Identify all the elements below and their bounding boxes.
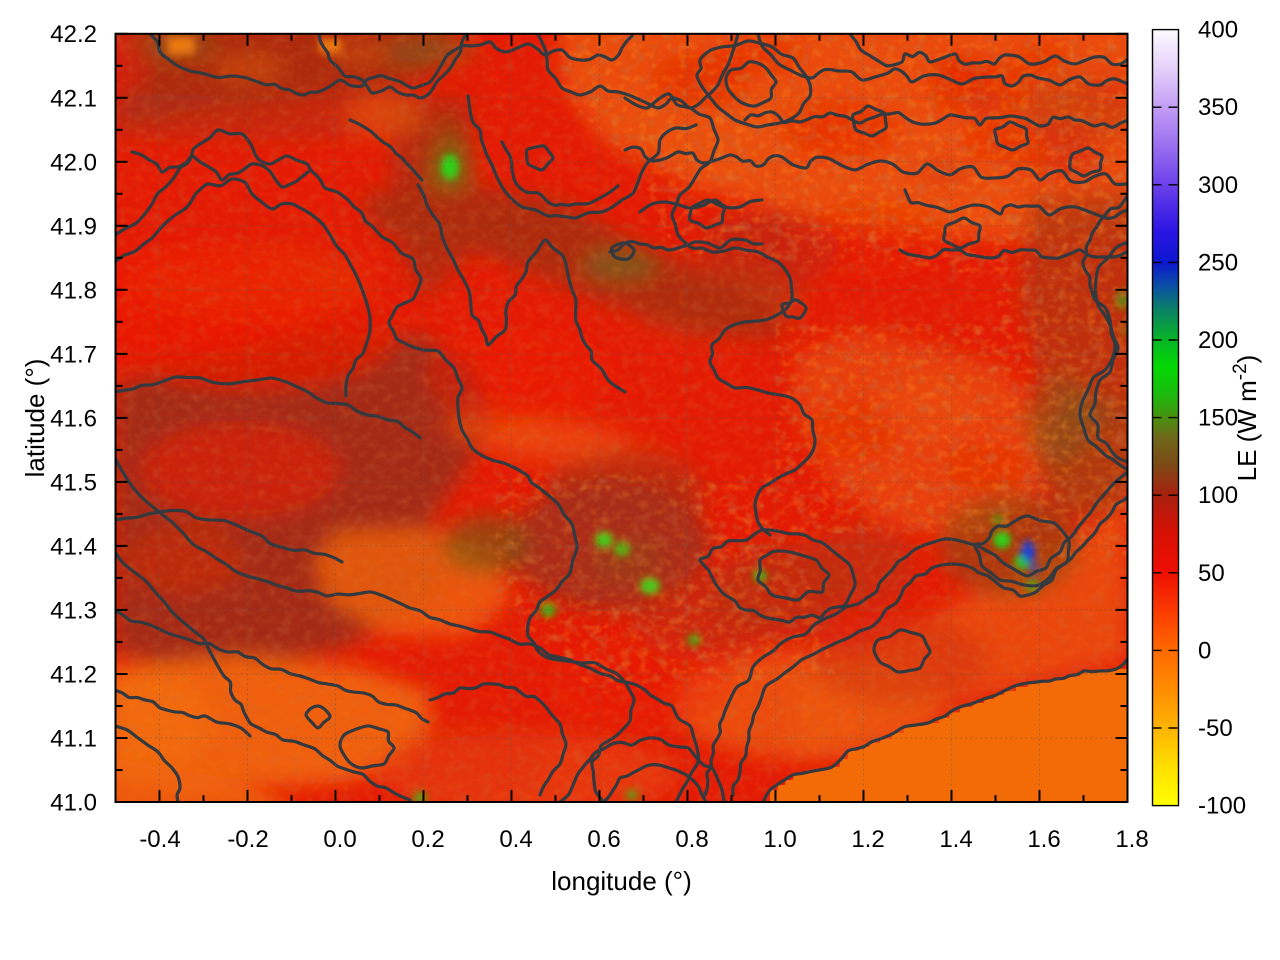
svg-text:41.7: 41.7 [50,341,97,368]
svg-text:42.0: 42.0 [50,149,97,176]
svg-text:1.2: 1.2 [851,826,884,853]
svg-text:42.1: 42.1 [50,85,97,112]
svg-text:41.8: 41.8 [50,277,97,304]
svg-text:-50: -50 [1198,715,1233,742]
svg-text:350: 350 [1198,94,1238,121]
svg-text:200: 200 [1198,327,1238,354]
svg-text:0: 0 [1198,637,1211,664]
svg-text:0.0: 0.0 [323,826,356,853]
svg-text:1.6: 1.6 [1027,826,1060,853]
svg-text:41.1: 41.1 [50,726,97,753]
svg-text:0.6: 0.6 [587,826,620,853]
svg-text:1.0: 1.0 [763,826,796,853]
svg-text:41.5: 41.5 [50,469,97,496]
svg-text:300: 300 [1198,172,1238,199]
svg-text:50: 50 [1198,560,1225,587]
svg-text:41.0: 41.0 [50,790,97,817]
svg-text:250: 250 [1198,249,1238,276]
svg-text:-0.4: -0.4 [139,826,180,853]
svg-text:41.3: 41.3 [50,597,97,624]
svg-text:41.4: 41.4 [50,533,97,560]
svg-text:400: 400 [1198,17,1238,44]
svg-text:0.2: 0.2 [411,826,444,853]
svg-text:41.6: 41.6 [50,405,97,432]
svg-text:1.8: 1.8 [1115,826,1148,853]
svg-text:latitude (°): latitude (°) [20,359,50,478]
svg-text:41.9: 41.9 [50,213,97,240]
svg-text:1.4: 1.4 [939,826,972,853]
svg-text:0.8: 0.8 [675,826,708,853]
svg-text:42.2: 42.2 [50,21,97,48]
svg-text:-100: -100 [1198,793,1246,820]
svg-text:41.2: 41.2 [50,662,97,689]
svg-text:longitude (°): longitude (°) [551,866,691,896]
svg-text:-0.2: -0.2 [227,826,268,853]
svg-text:0.4: 0.4 [499,826,532,853]
svg-text:150: 150 [1198,405,1238,432]
svg-text:100: 100 [1198,482,1238,509]
